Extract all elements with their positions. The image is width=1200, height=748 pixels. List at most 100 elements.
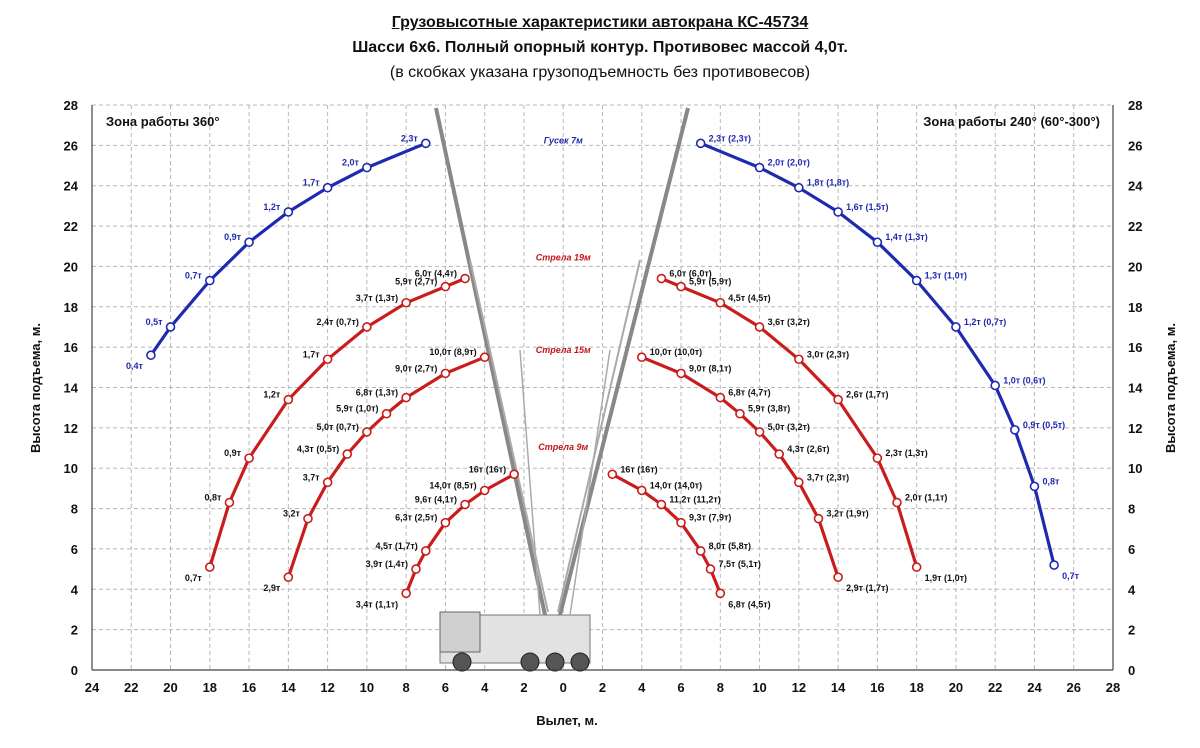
data-label: 16т (16т) [620,464,657,474]
y-tick-label-left: 22 [64,219,78,234]
data-label: 6,8т (4,5т) [728,599,770,609]
data-point [607,469,618,480]
grid [91,104,1114,671]
data-point [165,322,176,332]
x-tick-label: 8 [717,680,724,695]
data-point [283,572,294,582]
data-label: 1,2т (0,7т) [964,317,1006,327]
data-point [715,297,726,308]
data-label: 0,7т [1062,571,1080,581]
data-point [911,562,922,572]
data-label: 2,3т [401,133,419,143]
data-label: 5,9т (1,0т) [336,404,378,414]
crane-illustration [434,107,690,672]
data-label: 10,0т (8,9т) [429,347,476,357]
x-tick-label: 0 [560,680,567,695]
data-label: 6,8т (4,7т) [728,388,770,398]
data-label: 2,9т (1,7т) [846,583,888,593]
data-point [362,322,372,332]
data-label: 10,0т (10,0т) [650,347,702,357]
data-point [322,354,333,365]
data-point [911,275,922,286]
data-point [440,517,451,528]
data-labels: Гусек 7м Стрела 19м Стрела 15м Стрела 9м 0,4… [126,133,1080,609]
x-tick-label: 14 [831,680,846,695]
data-point [833,394,843,405]
chart-subtitle: Шасси 6х6. Полный опорный контур. Против… [352,39,848,56]
data-point [676,517,686,528]
data-point [833,207,843,217]
boom-length-label: Стрела 19м [536,252,591,262]
y-axis-title-right: Высота подъема, м. [1163,323,1178,453]
data-label: 0,7т [185,573,203,583]
y-tick-label-right: 16 [1128,340,1142,355]
data-label: 3,9т (1,4т) [366,559,408,569]
data-point [676,281,686,292]
data-label: 2,0т (1,1т) [905,493,947,503]
truck-cab [439,611,481,653]
data-label: 14,0т (8,5т) [429,480,476,490]
data-point [774,449,785,459]
data-point [401,392,411,403]
data-label: 5,0т (0,7т) [317,422,359,432]
data-label: 2,0т (2,0т) [768,158,810,168]
boom-length-label: Стрела 15м [536,345,591,355]
data-point [244,453,254,463]
data-label: 8,0т (5,8т) [709,541,751,551]
data-label: 2,4т (0,7т) [317,317,359,327]
data-label: 0,7т [185,271,203,281]
data-label: 11,2т (11,2т) [669,495,720,505]
data-label: 1,3т (1,0т) [925,271,967,281]
data-point [440,368,451,379]
data-point [322,477,333,488]
data-point [676,368,686,379]
data-label: 3,7т [303,472,321,482]
data-label: 5,9т (5,9т) [689,277,731,287]
y-tick-label-left: 6 [71,542,78,557]
data-point [205,275,215,286]
data-label: 0,4т [126,361,144,371]
y-tick-label-right: 8 [1128,502,1135,517]
data-point [794,182,804,193]
y-tick-label-left: 28 [64,98,78,113]
data-point [362,427,372,437]
data-label: 2,0т [342,158,360,168]
data-label: 2,6т (1,7т) [846,390,888,400]
y-tick-label-left: 16 [64,340,78,355]
data-label: 9,0т (2,7т) [395,363,437,373]
data-label: 4,5т (1,7т) [375,541,417,551]
data-point [705,564,716,574]
data-point [715,588,726,599]
data-point [1010,425,1020,435]
data-point [794,354,804,365]
x-tick-label: 22 [988,680,1002,695]
data-label: 14,0т (14,0т) [650,480,702,490]
data-label: 2,3т (2,3т) [709,133,751,143]
data-point [460,273,470,284]
data-point [636,352,647,363]
data-point [460,499,470,510]
data-point [146,350,156,361]
data-point [636,485,647,496]
data-label: 1,0т (0,6т) [1003,375,1045,385]
data-point [715,392,726,403]
data-point [754,162,765,173]
x-tick-label: 4 [481,680,489,695]
x-tick-label: 24 [85,680,100,695]
boom-left [434,107,547,616]
data-label: 3,2т [283,509,301,519]
truck-wheel [452,652,472,672]
data-label: 7,5т (5,1т) [718,559,760,569]
chart-note: (в скобках указана грузоподъемность без … [389,64,811,81]
data-label: 9,6т (4,1т) [415,495,457,505]
data-label: 5,9т (2,7т) [395,277,437,287]
y-tick-label-right: 6 [1128,542,1135,557]
data-point [1029,481,1040,492]
truck-wheel [520,652,540,672]
y-tick-label-right: 10 [1128,461,1142,476]
x-tick-label: 8 [403,680,410,695]
data-label: 3,6т (3,2т) [768,317,810,327]
data-point [735,408,745,419]
data-label: 0,8т [205,493,223,503]
boom-right-inner [557,259,641,613]
